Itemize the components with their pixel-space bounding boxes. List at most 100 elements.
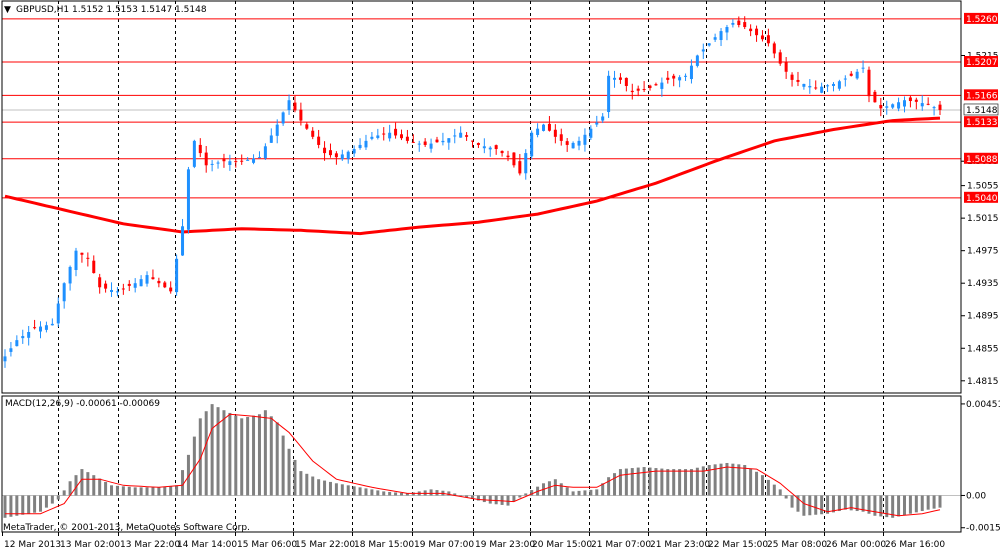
ohlc-values: 1.5152 1.5153 1.5147 1.5148 bbox=[72, 5, 207, 15]
macd-histogram-bar bbox=[3, 495, 7, 518]
candle-body bbox=[636, 88, 640, 91]
candle-body bbox=[938, 104, 942, 110]
macd-histogram-bar bbox=[15, 495, 19, 516]
macd-histogram-bar bbox=[252, 415, 256, 496]
time-tick-label: 13 Mar 02:00 bbox=[60, 540, 120, 550]
candle-body bbox=[376, 135, 380, 138]
candle-body bbox=[181, 226, 185, 256]
time-tick-label: 26 Mar 00:00 bbox=[826, 540, 886, 550]
candle-body bbox=[435, 139, 439, 143]
macd-histogram-bar bbox=[737, 464, 741, 496]
price-tick-label: 1.4935 bbox=[967, 279, 999, 289]
candle-body bbox=[394, 128, 398, 136]
candle-body bbox=[305, 124, 309, 129]
macd-histogram-bar bbox=[802, 495, 806, 516]
macd-histogram-bar bbox=[932, 495, 936, 509]
candle-body bbox=[334, 153, 338, 158]
symbol-dropdown-icon[interactable]: ▼ bbox=[4, 5, 11, 15]
candle-body bbox=[151, 277, 155, 280]
candle-body bbox=[613, 77, 617, 80]
macd-histogram-bar bbox=[666, 469, 670, 496]
macd-histogram-bar bbox=[707, 465, 711, 496]
level-label: 1.5040 bbox=[966, 194, 998, 204]
candle-body bbox=[524, 153, 528, 174]
candle-body bbox=[317, 136, 321, 145]
macd-histogram-bar bbox=[127, 486, 131, 496]
candle-body bbox=[713, 37, 717, 40]
macd-histogram-bar bbox=[115, 485, 119, 496]
macd-histogram-bar bbox=[435, 490, 439, 496]
candle-body bbox=[760, 35, 764, 40]
macd-histogram-bar bbox=[352, 486, 356, 496]
macd-histogram-bar bbox=[618, 469, 622, 496]
candle-body bbox=[530, 132, 534, 157]
macd-histogram-bar bbox=[323, 480, 327, 496]
macd-histogram-bar bbox=[565, 487, 569, 496]
macd-histogram-bar bbox=[790, 495, 794, 508]
time-tick-label: 22 Mar 15:00 bbox=[708, 540, 768, 550]
level-label: 1.5260 bbox=[966, 15, 998, 25]
macd-histogram-bar bbox=[139, 487, 143, 496]
macd-histogram-bar bbox=[920, 495, 924, 512]
macd-histogram-bar bbox=[340, 484, 344, 496]
macd-histogram-bar bbox=[364, 488, 368, 496]
macd-histogram-bar bbox=[33, 495, 37, 513]
macd-histogram-bar bbox=[607, 477, 611, 496]
macd-histogram-bar bbox=[228, 412, 232, 496]
macd-histogram-bar bbox=[902, 495, 906, 516]
candle-body bbox=[465, 135, 469, 137]
time-tick-label: 15 Mar 06:00 bbox=[237, 540, 297, 550]
candle-body bbox=[547, 123, 551, 131]
macd-histogram-bar bbox=[269, 416, 273, 496]
panel-frames bbox=[1, 0, 962, 533]
macd-histogram-bar bbox=[98, 478, 102, 496]
moving-average bbox=[4, 116, 941, 236]
price-tick-label: 1.4815 bbox=[967, 377, 999, 387]
macd-histogram-bar bbox=[240, 418, 244, 496]
candle-body bbox=[695, 55, 699, 66]
candle-body bbox=[743, 22, 747, 28]
candle-body bbox=[68, 266, 72, 284]
macd-histogram-bar bbox=[648, 467, 652, 496]
macd-histogram-bar bbox=[334, 483, 338, 496]
candle-body bbox=[565, 141, 569, 145]
candle-body bbox=[33, 327, 37, 329]
candle-body bbox=[293, 102, 297, 111]
macd-histogram-bar bbox=[21, 495, 25, 515]
macd-histogram-bar bbox=[879, 495, 883, 517]
macd-histogram-bar bbox=[293, 459, 297, 496]
macd-histogram-bar bbox=[287, 448, 291, 496]
candle-body bbox=[399, 134, 403, 139]
candle-body bbox=[216, 162, 220, 164]
candle-body bbox=[891, 104, 895, 108]
candle-body bbox=[163, 282, 167, 288]
macd-tick-label: 0.00451 bbox=[966, 400, 1000, 410]
candle-body bbox=[553, 129, 557, 137]
macd-histogram-bar bbox=[68, 481, 72, 496]
candle-body bbox=[459, 132, 463, 138]
macd-histogram-bar bbox=[175, 485, 179, 496]
candle-body bbox=[577, 140, 581, 146]
macd-histogram-bar bbox=[56, 495, 60, 500]
macd-histogram-bar bbox=[755, 471, 759, 496]
macd-histogram-bar bbox=[689, 469, 693, 496]
candle-body bbox=[624, 77, 628, 86]
macd-histogram-bar bbox=[518, 495, 522, 498]
candle-body bbox=[559, 134, 563, 141]
candle-body bbox=[115, 291, 119, 293]
macd-histogram-bar bbox=[163, 486, 167, 496]
macd-histogram-bar bbox=[861, 495, 865, 512]
macd-histogram-bar bbox=[891, 495, 895, 518]
macd-histogram-bar bbox=[831, 495, 835, 513]
macd-histogram-bar bbox=[346, 485, 350, 496]
macd-histogram-bar bbox=[394, 492, 398, 496]
candle-body bbox=[837, 81, 841, 89]
time-tick-label: 19 Mar 07:00 bbox=[414, 540, 474, 550]
macd-histogram-bar bbox=[749, 468, 753, 496]
candle-body bbox=[571, 142, 575, 149]
macd-histogram-bar bbox=[500, 495, 504, 505]
macd-histogram-bar bbox=[571, 491, 575, 496]
level-label-box bbox=[964, 89, 998, 101]
macd-histogram-bar bbox=[772, 484, 776, 496]
macd-histogram-bar bbox=[275, 422, 279, 496]
